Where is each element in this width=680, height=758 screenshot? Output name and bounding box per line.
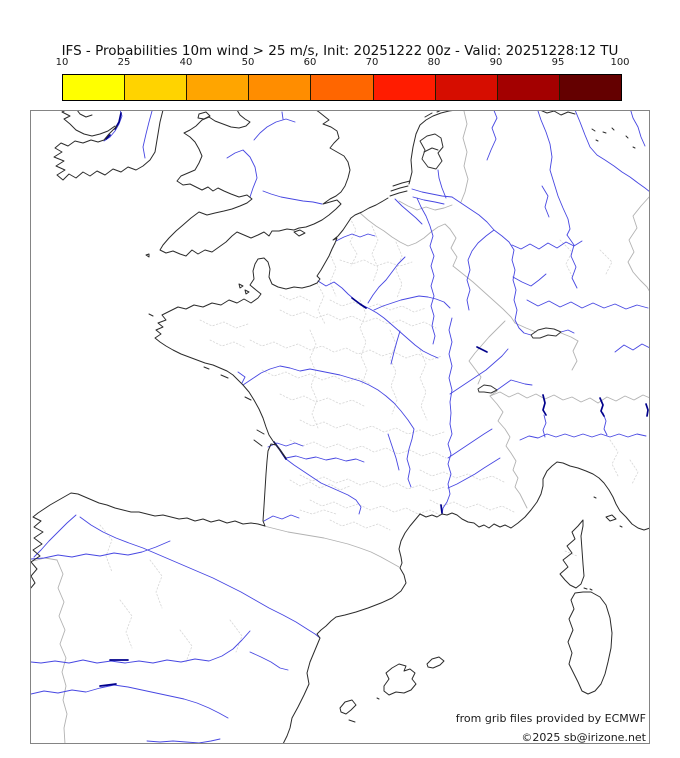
colorbar-ticks: 10 25 40 50 60 70 80 90 95 100 <box>56 57 630 70</box>
coastlines-layer <box>31 111 649 743</box>
map-frame: from grib files provided by ECMWF ©2025 … <box>30 110 650 744</box>
attribution-copyright: ©2025 sb@irizone.net <box>521 731 646 743</box>
colorbar-tick-label: 10 <box>55 57 69 68</box>
colorbar-tick-label: 60 <box>303 57 317 68</box>
colorbar-tick-label: 95 <box>551 57 565 68</box>
colorbar-cell <box>249 75 312 100</box>
colorbar-cell <box>187 75 250 100</box>
colorbar-tick-label: 40 <box>179 57 193 68</box>
colorbar-cell <box>125 75 188 100</box>
colorbar-cell <box>559 75 621 100</box>
colorbar-cell <box>435 75 498 100</box>
department-borders-layer <box>99 217 639 663</box>
colorbar-tick-label: 25 <box>117 57 131 68</box>
lakes-layer <box>419 133 562 394</box>
colorbar-cell <box>311 75 374 100</box>
colorbar-cell <box>497 75 560 100</box>
country-borders-layer <box>32 111 649 743</box>
colorbar-tick-label: 80 <box>427 57 441 68</box>
colorbar <box>62 74 622 101</box>
colorbar-cell <box>373 75 436 100</box>
colorbar-tick-label: 100 <box>610 57 630 68</box>
colorbar-cell <box>63 75 126 100</box>
rivers-layer <box>31 111 649 743</box>
colorbar-tick-label: 90 <box>489 57 503 68</box>
chart-title: IFS - Probabilities 10m wind > 25 m/s, I… <box>61 43 619 59</box>
map-canvas: from grib files provided by ECMWF ©2025 … <box>31 111 649 743</box>
colorbar-tick-label: 70 <box>365 57 379 68</box>
colorbar-tick-label: 50 <box>241 57 255 68</box>
attribution-source: from grib files provided by ECMWF <box>456 712 646 725</box>
